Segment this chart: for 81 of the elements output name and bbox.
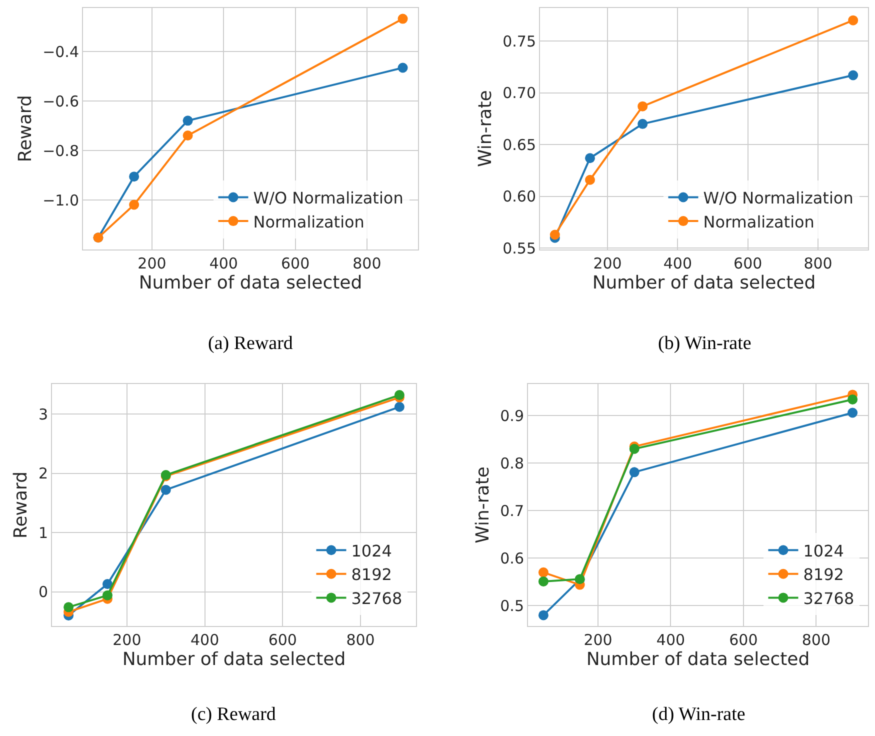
- point: [160, 484, 171, 495]
- x-tick-label: 200: [593, 254, 622, 272]
- x-tick-label: 200: [584, 631, 612, 650]
- point: [584, 174, 595, 185]
- text: (a) Reward: [208, 333, 294, 354]
- legend-label: 1024: [803, 541, 844, 560]
- point: [394, 402, 404, 412]
- point: [129, 200, 140, 210]
- point: [182, 130, 193, 141]
- x-tick-label: 600: [268, 631, 297, 650]
- legend-label: 1024: [351, 541, 392, 560]
- y-tick-label: 0.60: [502, 188, 536, 206]
- y-axis-title: Reward: [14, 95, 36, 162]
- point: [638, 118, 648, 129]
- y-axis-title: Win-rate: [472, 466, 494, 544]
- x-tick-label: 800: [804, 254, 832, 272]
- x-tick-label: 400: [663, 254, 692, 272]
- y-tick-label: −0.8: [42, 142, 79, 160]
- y-tick-label: 0.70: [502, 84, 536, 102]
- legend-label: 8192: [351, 565, 392, 584]
- x-axis-title: Number of data selected: [592, 272, 816, 294]
- text: (c) Reward: [191, 704, 276, 725]
- x-tick-label: 400: [209, 254, 238, 272]
- y-axis-title: Reward: [10, 471, 32, 538]
- y-tick-label: 0.65: [502, 136, 536, 154]
- legend-label: W/O Normalization: [703, 188, 854, 208]
- y-tick-label: −0.4: [42, 42, 79, 61]
- y-tick-label: 0.7: [500, 502, 524, 520]
- point: [538, 610, 548, 620]
- point: [398, 14, 408, 24]
- point: [398, 62, 408, 73]
- x-tick-label: 400: [656, 631, 686, 650]
- x-axis-title: Number of data selected: [586, 649, 810, 670]
- y-tick-label: −1.0: [42, 191, 79, 210]
- y-tick-label: 0.5: [500, 596, 524, 615]
- y-tick-label: 3: [38, 405, 48, 424]
- y-tick-label: −0.6: [42, 92, 79, 110]
- x-tick-label: 200: [112, 631, 142, 650]
- x-axis-title: Number of data selected: [138, 272, 362, 294]
- point: [102, 590, 112, 600]
- x-tick-label: 800: [802, 631, 830, 650]
- legend-label: 32768: [803, 588, 854, 608]
- x-tick-label: 200: [138, 254, 166, 272]
- y-tick-label: 0.9: [500, 406, 524, 425]
- point: [629, 467, 640, 478]
- y-tick-label: 0.6: [500, 549, 524, 568]
- x-tick-label: 800: [346, 631, 375, 650]
- point: [638, 101, 648, 112]
- point: [848, 70, 858, 80]
- x-tick-label: 600: [729, 631, 758, 650]
- y-tick-label: 0.8: [500, 454, 524, 472]
- x-tick-label: 800: [352, 254, 382, 272]
- x-tick-label: 600: [734, 254, 762, 272]
- point: [129, 172, 140, 182]
- legend-label: 32768: [351, 588, 402, 608]
- x-axis-title: Number of data selected: [122, 649, 346, 670]
- point: [629, 444, 640, 454]
- text: (b) Win-rate: [658, 333, 752, 354]
- legend-label: W/O Normalization: [253, 188, 404, 208]
- point: [64, 602, 74, 612]
- point: [182, 116, 193, 126]
- y-tick-label: 2: [38, 464, 48, 483]
- point: [550, 230, 560, 240]
- y-tick-label: 0.55: [502, 239, 536, 258]
- point: [538, 567, 548, 578]
- y-axis-title: Win-rate: [474, 90, 496, 168]
- legend-label: 8192: [803, 565, 844, 584]
- point: [102, 579, 112, 590]
- point: [848, 394, 858, 404]
- legend-label: Normalization: [253, 212, 364, 232]
- point: [848, 408, 858, 418]
- y-tick-label: 0: [38, 583, 48, 602]
- x-tick-label: 600: [280, 254, 310, 272]
- text: (d) Win-rate: [652, 704, 746, 725]
- y-tick-label: 1: [38, 524, 48, 542]
- point: [538, 576, 548, 586]
- point: [584, 153, 595, 164]
- x-tick-label: 400: [190, 631, 220, 650]
- point: [848, 15, 858, 26]
- y-tick-label: 0.75: [502, 32, 536, 50]
- legend-label: Normalization: [703, 212, 814, 232]
